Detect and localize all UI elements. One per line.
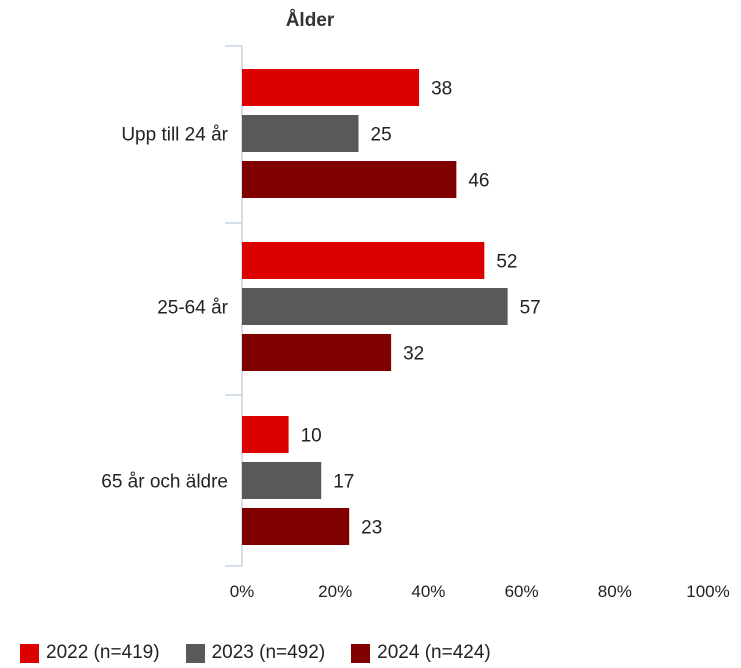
bar: [242, 288, 508, 325]
legend-item-2023: 2023 (n=492): [185, 642, 326, 664]
chart-legend: 2022 (n=419) 2023 (n=492) 2024 (n=424): [20, 640, 517, 666]
bar: [242, 69, 420, 106]
bar-chart: 38 25 46 Upp till 24 år 52 57 32 25-64 år 10 17 23…: [101, 45, 730, 601]
x-tick-label: 60%: [505, 582, 539, 601]
legend-label-2022: 2022 (n=419): [46, 642, 160, 663]
bar: [242, 334, 392, 371]
legend-label-2024: 2024 (n=424): [377, 642, 491, 663]
chart-title: Ålder: [285, 10, 335, 31]
x-tick-label: 0%: [230, 582, 255, 601]
bar: [242, 508, 350, 545]
legend-swatch-2023: [185, 643, 205, 663]
category-label: 25-64 år: [157, 298, 228, 319]
data-label: 23: [361, 518, 382, 539]
bar: [242, 462, 322, 499]
bar: [242, 161, 457, 198]
bar: [242, 416, 289, 453]
data-label: 10: [301, 426, 322, 447]
data-label: 52: [496, 252, 517, 273]
legend-label-2023: 2023 (n=492): [211, 642, 326, 663]
legend-swatch-2022: [20, 643, 39, 663]
data-label: 32: [403, 344, 424, 365]
category-label: Upp till 24 år: [121, 125, 228, 146]
data-label: 38: [431, 79, 452, 100]
legend-swatch-2024: [351, 643, 371, 663]
data-label: 57: [520, 298, 541, 319]
legend-item-2024: 2024 (n=424): [351, 642, 491, 664]
x-tick-label: 100%: [686, 582, 729, 601]
bar: [242, 242, 485, 279]
data-label: 17: [333, 472, 354, 493]
x-tick-label: 80%: [598, 582, 632, 601]
bar: [242, 115, 359, 152]
x-tick-label: 20%: [318, 582, 352, 601]
data-label: 25: [371, 125, 392, 146]
category-label: 65 år och äldre: [101, 472, 228, 493]
x-tick-label: 40%: [411, 582, 445, 601]
data-label: 46: [468, 171, 489, 192]
legend-item-2022: 2022 (n=419): [20, 642, 160, 664]
